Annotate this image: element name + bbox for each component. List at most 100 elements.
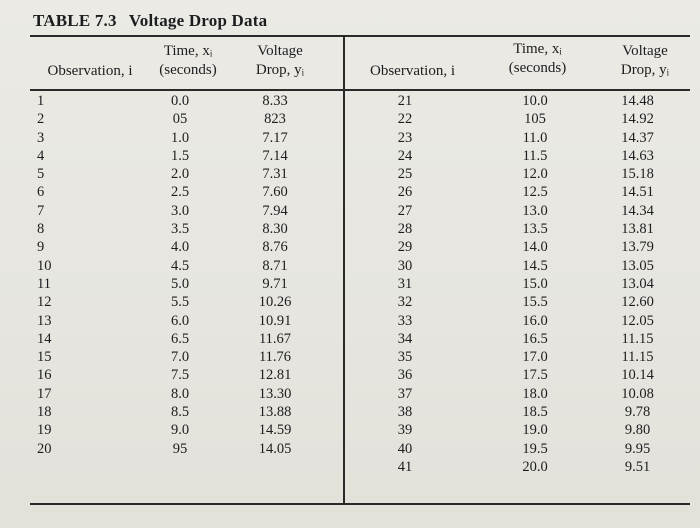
observation-cell: 24 bbox=[397, 147, 413, 164]
time-cell: 13.0 bbox=[522, 202, 548, 219]
voltage-drop-cell: 13.30 bbox=[258, 385, 292, 402]
time-cell: 18.0 bbox=[522, 385, 548, 402]
header-drop-right: Voltage Drop, yᵢ bbox=[620, 43, 670, 78]
voltage-drop-cell: 8.33 bbox=[262, 93, 288, 109]
observation-cell: 4 bbox=[37, 147, 45, 164]
voltage-drop-cell: 14.37 bbox=[621, 129, 654, 146]
time-cell: 7.5 bbox=[170, 367, 190, 384]
voltage-drop-cell: 9.95 bbox=[624, 440, 651, 457]
time-cell: 17.5 bbox=[522, 367, 548, 384]
voltage-drop-cell: 7.17 bbox=[262, 129, 288, 146]
time-cell: 11.0 bbox=[522, 129, 548, 146]
time-cell: 6.5 bbox=[170, 330, 190, 347]
voltage-drop-cell: 14.05 bbox=[258, 440, 292, 457]
voltage-drop-cell: 7.14 bbox=[262, 147, 288, 164]
observation-cell: 5 bbox=[37, 166, 45, 183]
voltage-drop-cell: 14.34 bbox=[621, 202, 654, 219]
time-cell: 10.0 bbox=[522, 93, 548, 109]
time-cell: 8.5 bbox=[170, 404, 190, 421]
time-cell: 17.0 bbox=[522, 349, 548, 366]
observation-cell: 17 bbox=[37, 385, 52, 402]
table-number: TABLE 7.3 bbox=[33, 11, 117, 30]
voltage-drop-cell: 14.48 bbox=[621, 93, 654, 109]
voltage-drop-cell: 13.05 bbox=[621, 257, 654, 274]
voltage-drop-cell: 8.30 bbox=[262, 221, 288, 238]
table-caption: Voltage Drop Data bbox=[128, 11, 268, 30]
time-cell: 16.5 bbox=[522, 330, 548, 347]
time-cell: 20.0 bbox=[522, 458, 548, 475]
time-cell: 5.0 bbox=[170, 275, 190, 292]
time-cell: 3.0 bbox=[170, 202, 190, 219]
observation-cell: 38 bbox=[397, 404, 413, 421]
time-cell: 15.0 bbox=[522, 275, 548, 292]
observation-cell: 30 bbox=[397, 257, 413, 274]
observation-cell: 11 bbox=[37, 275, 51, 292]
observation-cell: 18 bbox=[37, 404, 52, 421]
observation-cell: 25 bbox=[397, 166, 413, 183]
time-cell: 7.0 bbox=[170, 349, 190, 366]
time-cell: 2.0 bbox=[170, 166, 190, 183]
voltage-drop-cell: 11.67 bbox=[258, 330, 292, 347]
time-cell: 15.5 bbox=[522, 294, 548, 311]
time-cell: 8.0 bbox=[170, 385, 190, 402]
voltage-drop-cell: 13.04 bbox=[621, 275, 654, 292]
voltage-drop-cell: 7.60 bbox=[262, 184, 288, 201]
voltage-drop-cell: 9.51 bbox=[624, 458, 651, 475]
time-cell: 2.5 bbox=[170, 184, 190, 201]
observation-cell: 37 bbox=[397, 385, 413, 402]
column-drop-left: 8.33 823 7.17 7.14 7.31 7.60 7.94 8.30 8.76 8.71 9… bbox=[240, 92, 310, 458]
observation-cell: 20 bbox=[37, 440, 52, 457]
time-cell: 14.0 bbox=[522, 239, 548, 256]
voltage-drop-cell: 9.71 bbox=[262, 275, 288, 292]
time-cell: 19.5 bbox=[522, 440, 548, 457]
voltage-drop-cell: 13.88 bbox=[258, 404, 292, 421]
observation-cell: 2 bbox=[37, 111, 45, 128]
observation-cell: 40 bbox=[397, 440, 413, 457]
voltage-drop-cell: 10.08 bbox=[621, 385, 654, 402]
observation-cell: 13 bbox=[37, 312, 52, 329]
time-cell: 5.5 bbox=[170, 294, 190, 311]
voltage-drop-cell: 9.78 bbox=[624, 404, 651, 421]
voltage-drop-cell: 7.94 bbox=[262, 202, 288, 219]
observation-cell: 34 bbox=[397, 330, 413, 347]
voltage-drop-cell: 14.59 bbox=[258, 422, 292, 439]
voltage-drop-cell: 13.81 bbox=[621, 221, 654, 238]
header-time-right: Time, xᵢ (seconds) bbox=[508, 41, 567, 76]
time-cell: 105 bbox=[524, 111, 546, 128]
header-observation-right: Observation, i bbox=[370, 63, 455, 79]
voltage-drop-cell: 8.76 bbox=[262, 239, 288, 256]
observation-cell: 35 bbox=[397, 349, 413, 366]
time-cell: 11.5 bbox=[522, 147, 548, 164]
time-cell: 18.5 bbox=[522, 404, 548, 421]
observation-cell: 32 bbox=[397, 294, 413, 311]
header-observation-left: Observation, i bbox=[47, 63, 133, 79]
voltage-drop-cell: 9.80 bbox=[624, 422, 651, 439]
bottom-rule bbox=[30, 503, 690, 505]
observation-cell: 9 bbox=[37, 239, 45, 256]
observation-cell: 33 bbox=[397, 312, 413, 329]
header-drop-left: Voltage Drop, yᵢ bbox=[255, 43, 305, 78]
time-cell: 19.0 bbox=[522, 422, 548, 439]
observation-cell: 8 bbox=[37, 221, 45, 238]
voltage-drop-cell: 8.71 bbox=[262, 257, 288, 274]
observation-cell: 7 bbox=[37, 202, 45, 219]
time-cell: 3.5 bbox=[170, 221, 190, 238]
time-cell: 4.0 bbox=[170, 239, 190, 256]
voltage-drop-cell: 14.92 bbox=[621, 111, 654, 128]
observation-cell: 3 bbox=[37, 129, 45, 146]
time-cell: 12.5 bbox=[522, 184, 548, 201]
time-cell: 6.0 bbox=[170, 312, 190, 329]
voltage-drop-cell: 7.31 bbox=[262, 166, 288, 183]
header-rule bbox=[30, 89, 690, 91]
voltage-drop-cell: 12.81 bbox=[258, 367, 292, 384]
table-title: TABLE 7.3 Voltage Drop Data bbox=[33, 11, 267, 31]
observation-cell: 22 bbox=[397, 111, 413, 128]
time-cell: 1.0 bbox=[170, 129, 190, 146]
voltage-drop-cell: 11.76 bbox=[258, 349, 292, 366]
voltage-drop-cell: 10.14 bbox=[621, 367, 654, 384]
observation-cell: 21 bbox=[397, 93, 413, 109]
time-cell: 4.5 bbox=[170, 257, 190, 274]
time-cell: 95 bbox=[172, 440, 188, 457]
observation-cell: 10 bbox=[37, 257, 52, 274]
